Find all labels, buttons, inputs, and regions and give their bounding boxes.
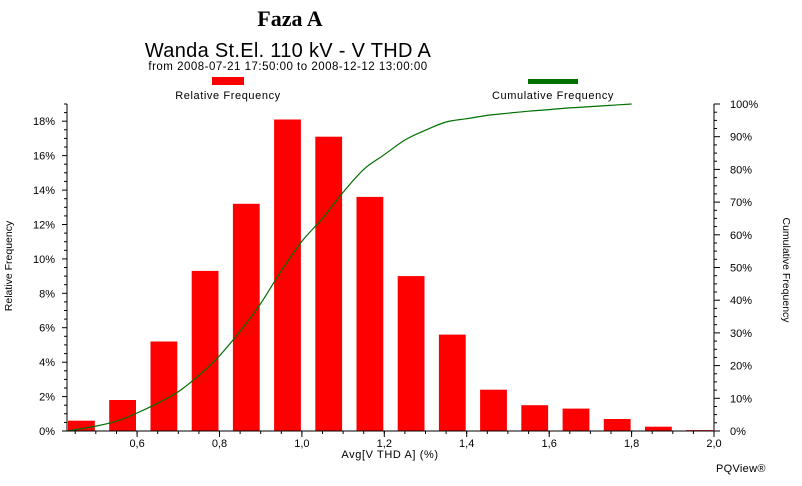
y2-tick-label: 90% [730,132,752,144]
bar [150,341,178,431]
y-tick-label: 16% [33,151,55,163]
legend-label-cumulative-frequency: Cumulative Frequency [492,90,614,102]
x-tick-label: 1,8 [624,438,639,450]
axes-group: 0% 2% 4% 6% 8% 10% 12% 14% 16% 18% 0% 10% 20% 30% 40% 5… [33,99,758,450]
y-tick-label: 18% [33,116,55,128]
bar [397,276,425,431]
y2-tick-label: 0% [730,426,746,438]
bar [480,389,507,431]
bar [191,270,219,431]
x-tick-label: 0,8 [212,438,227,450]
y-tick-label: 10% [33,254,55,266]
legend-label-relative-frequency: Relative Frequency [175,90,281,102]
legend-swatch-cumulative-frequency [528,79,578,84]
legend: Relative Frequency Cumulative Frequency [175,77,614,102]
bar [521,405,549,431]
y-axis-label: Relative Frequency [3,220,15,311]
y-tick-label: 2% [39,392,55,404]
y2-axis-label: Cumulative Frequency [780,217,792,323]
bar [356,196,384,431]
y2-tick-label: 100% [730,99,758,111]
bar [232,203,260,431]
figure-title: Faza A [257,6,323,31]
bar [438,334,466,431]
bar [603,419,631,431]
y-tick-label: 14% [33,185,55,197]
y-tick-label: 4% [39,357,55,369]
y2-tick-label: 70% [730,197,752,209]
y2-tick-label: 60% [730,230,752,242]
y-tick-label: 0% [39,426,55,438]
bar [68,420,95,431]
bar [315,136,343,431]
x-tick-label: 1,2 [377,438,392,450]
y2-tick-label: 10% [730,393,752,405]
y2-tick-label: 50% [730,263,752,275]
chart-title: Wanda St.El. 110 kV - V THD A [144,40,432,62]
y2-tick-label: 30% [730,328,752,340]
y2-tick-label: 20% [730,361,752,373]
y2-tick-label: 40% [730,295,752,307]
y-tick-label: 6% [39,323,55,335]
legend-swatch-relative-frequency [212,77,244,85]
y-tick-label: 8% [39,288,55,300]
y-tick-label: 12% [33,220,55,232]
bars-group [68,119,713,431]
x-axis-label: Avg[V THD A] (%) [341,449,438,461]
x-tick-label: 1,0 [294,438,309,450]
x-tick-label: 0,6 [129,438,144,450]
x-tick-label: 2,0 [706,438,721,450]
pqview-watermark: PQView® [716,463,766,475]
x-tick-label: 1,4 [459,438,474,450]
x-tick-label: 1,6 [542,438,557,450]
cumulative-frequency-line [66,103,632,432]
bar [562,408,590,431]
chart-subtitle: from 2008-07-21 17:50:00 to 2008-12-12 1… [148,61,428,73]
cumulative-line-group [66,103,632,432]
bar [645,426,672,431]
y2-tick-label: 80% [730,164,752,176]
